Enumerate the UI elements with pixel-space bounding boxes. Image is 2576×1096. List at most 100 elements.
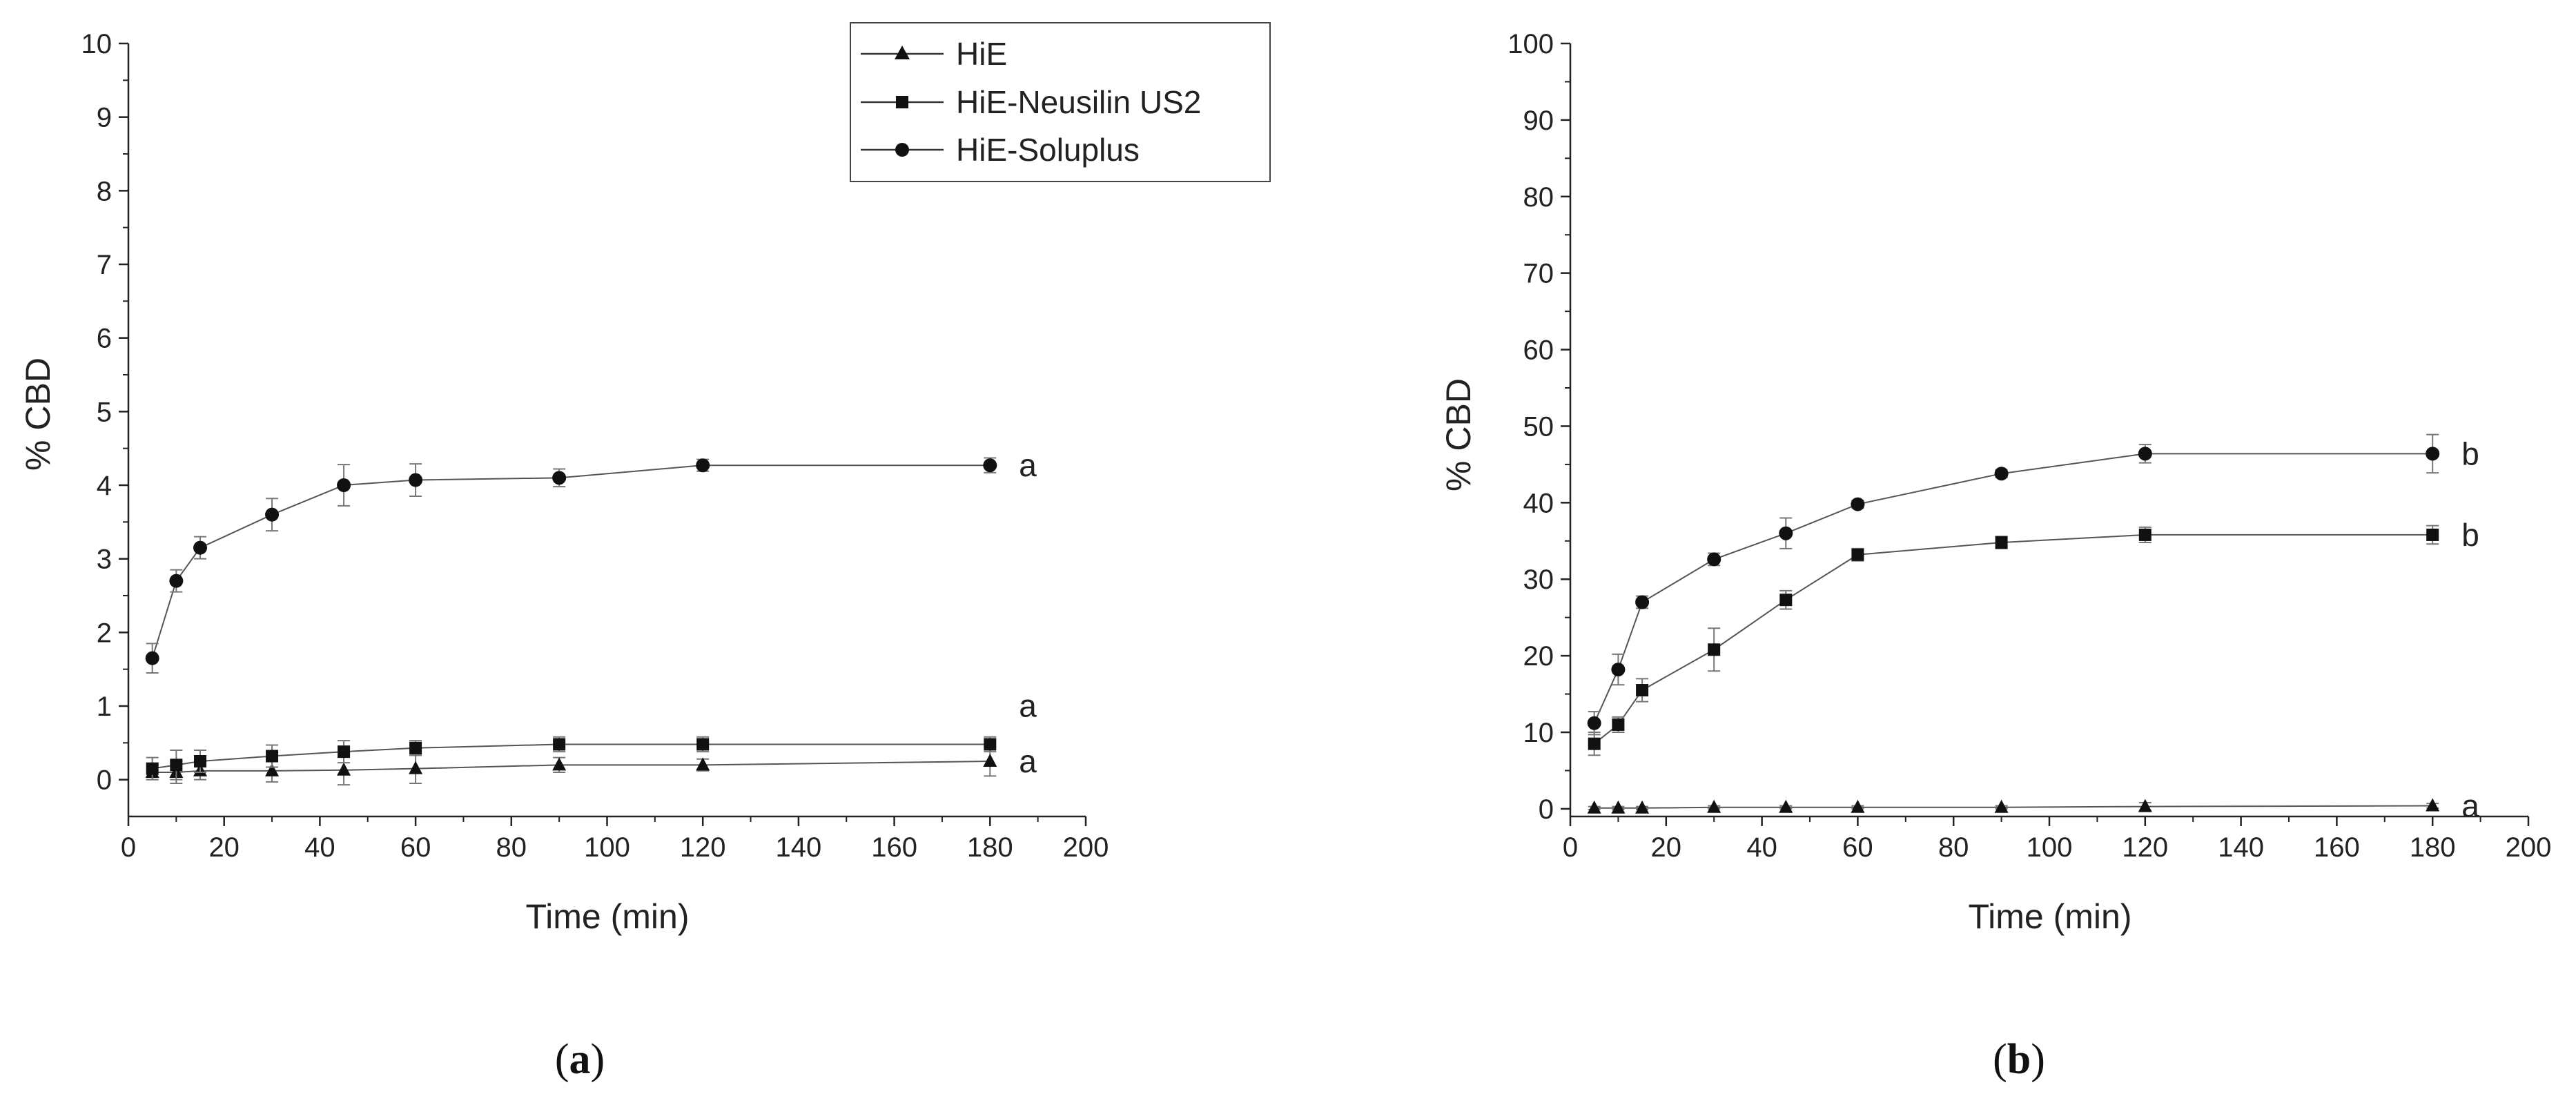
x-tick-label: 180: [967, 832, 1013, 863]
legend-a: HiE HiE-Neusilin US2 HiE-Soluplus: [850, 22, 1271, 182]
y-tick-label: 100: [1507, 29, 1554, 59]
y-tick-label: 50: [1523, 411, 1554, 442]
y-tick-label: 0: [97, 765, 112, 796]
y-tick-label: 7: [97, 250, 112, 280]
plot-area-a: aaa: [145, 447, 1037, 786]
data-point-hie: [2138, 799, 2152, 812]
series-neusilin: a: [146, 687, 1037, 781]
x-tick-label: 20: [208, 832, 240, 863]
data-point-soluplus: [2426, 447, 2440, 461]
panel-label-a: (a): [555, 1036, 605, 1083]
data-point-neusilin: [338, 745, 351, 759]
data-point-hie: [1851, 799, 1865, 813]
x-tick-label: 140: [2218, 832, 2264, 863]
x-tick-label: 160: [871, 832, 917, 863]
panel-label-b-close: ): [2031, 1036, 2045, 1083]
series-hie: a: [145, 743, 1037, 786]
data-point-neusilin: [1612, 718, 1625, 731]
panel-label-a-close: ): [591, 1036, 605, 1083]
data-point-hie: [552, 757, 567, 771]
series-line-soluplus: [151, 464, 991, 658]
y-tick-label: 8: [97, 176, 112, 206]
y-tick-label: 70: [1523, 259, 1554, 289]
x-tick-label: 100: [2027, 832, 2073, 863]
data-point-neusilin: [170, 759, 183, 772]
data-point-neusilin: [1779, 594, 1793, 607]
y-tick-label: 20: [1523, 641, 1554, 672]
data-point-hie: [1587, 800, 1601, 814]
x-axis-label-b: Time (min): [1968, 897, 2131, 936]
data-point-hie: [1994, 799, 2009, 813]
x-tick-label: 140: [776, 832, 822, 863]
data-point-neusilin: [266, 750, 279, 763]
series-line-neusilin: [1594, 534, 2433, 745]
x-tick-label: 60: [1842, 832, 1873, 863]
legend-marker-neusilin: [896, 96, 908, 108]
data-point-hie: [337, 762, 351, 776]
y-tick-label: 60: [1523, 335, 1554, 366]
y-tick-label: 10: [1523, 718, 1554, 748]
significance-label-soluplus: a: [1019, 447, 1037, 483]
series-hie: a: [1587, 787, 2479, 823]
data-point-neusilin: [553, 738, 566, 751]
y-tick-label: 1: [97, 692, 112, 722]
significance-label-neusilin: b: [2461, 517, 2479, 553]
x-tick-label: 0: [1563, 832, 1578, 863]
data-point-hie: [1779, 799, 1793, 813]
panel-label-a-open: (: [555, 1036, 569, 1083]
data-point-neusilin: [1636, 684, 1649, 697]
legend-label-hie: HiE: [956, 36, 1007, 72]
x-tick-label: 40: [304, 832, 335, 863]
y-tick-label: 2: [97, 618, 112, 648]
x-tick-label: 180: [2410, 832, 2456, 863]
y-tick-label: 9: [97, 103, 112, 133]
axes-a: 0 20 40 60 80 100 120 140 160 180 200 0 1 2 3 4 5 6 7 8 9 10: [81, 29, 1109, 863]
series-soluplus: b: [1587, 433, 2479, 736]
x-tick-label: 120: [2122, 832, 2168, 863]
data-point-neusilin: [1708, 643, 1721, 656]
x-tick-label: 200: [2506, 832, 2552, 863]
data-point-soluplus: [193, 540, 208, 555]
data-point-hie: [2426, 798, 2440, 812]
panel-label-b: (b): [1993, 1036, 2045, 1083]
data-point-soluplus: [337, 478, 351, 492]
data-point-soluplus: [1635, 595, 1650, 609]
data-point-hie: [1707, 799, 1721, 813]
y-tick-label: 30: [1523, 565, 1554, 595]
legend-label-neusilin: HiE-Neusilin US2: [956, 84, 1201, 120]
panel-label-b-letter: b: [2007, 1036, 2031, 1083]
y-axis-label-a: % CBD: [19, 358, 57, 471]
y-tick-label: 3: [97, 545, 112, 575]
data-point-soluplus: [265, 507, 280, 522]
series-neusilin: b: [1588, 517, 2479, 756]
legend-label-soluplus: HiE-Soluplus: [956, 132, 1140, 168]
significance-label-soluplus: b: [2461, 436, 2479, 471]
data-point-soluplus: [1779, 526, 1793, 540]
y-tick-label: 4: [97, 471, 112, 501]
x-tick-label: 200: [1063, 832, 1109, 863]
y-tick-label: 10: [81, 29, 113, 59]
x-tick-label: 120: [680, 832, 726, 863]
data-point-hie: [265, 763, 280, 776]
legend-marker-hie: [895, 46, 910, 59]
data-point-soluplus: [2138, 447, 2152, 461]
data-point-soluplus: [1994, 467, 2009, 481]
significance-label-hie: a: [1019, 743, 1037, 779]
y-tick-label: 5: [97, 397, 112, 427]
data-point-soluplus: [1851, 497, 1865, 511]
data-point-neusilin: [984, 738, 997, 751]
series-soluplus: a: [145, 447, 1037, 674]
data-point-soluplus: [1611, 663, 1626, 677]
data-point-neusilin: [194, 755, 207, 767]
x-tick-label: 0: [121, 832, 136, 863]
panel-label-b-open: (: [1993, 1036, 2007, 1083]
y-tick-label: 6: [97, 324, 112, 354]
data-point-neusilin: [146, 762, 159, 775]
significance-label-hie: a: [2461, 787, 2479, 823]
x-tick-label: 100: [584, 832, 630, 863]
plot-area-b: a b b: [1587, 433, 2479, 823]
y-tick-label: 80: [1523, 182, 1554, 213]
data-point-hie: [1611, 800, 1626, 814]
legend-marker-soluplus: [895, 143, 909, 157]
